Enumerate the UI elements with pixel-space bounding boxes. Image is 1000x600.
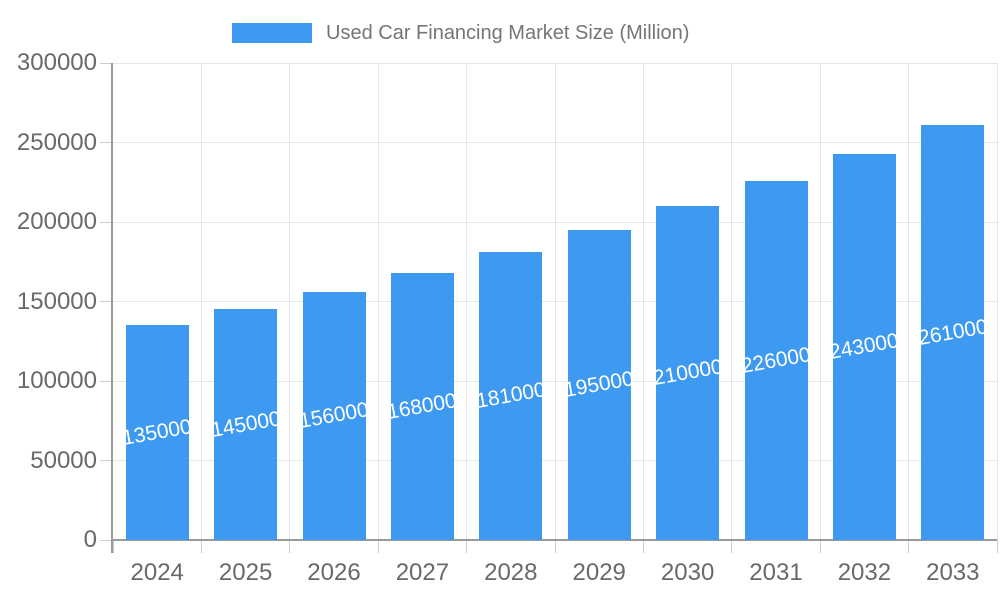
v-gridline [466,63,468,540]
x-tick-label: 2025 [218,559,273,586]
v-gridline [731,63,733,540]
y-tick-label: 200000 [16,208,97,235]
bar-2033[interactable]: 261000 [916,125,989,540]
bar-2026[interactable]: 156000 [297,292,370,540]
y-axis-tick [100,380,113,382]
x-axis-tick [731,540,733,553]
v-gridline [554,63,556,540]
x-tick-label: 2028 [484,559,538,586]
x-tick-label: 2031 [749,559,803,586]
bar-2024[interactable]: 135000 [121,325,194,540]
y-axis-line [111,63,113,553]
y-axis-tick [100,539,113,541]
bar-2028[interactable]: 181000 [474,252,547,540]
bar-value-label: 168000 [385,388,459,424]
y-axis-tick [100,62,113,64]
x-axis-tick [112,540,114,553]
bar-value-label: 181000 [474,378,548,413]
x-axis-tick [289,540,291,553]
bar-value-label: 195000 [562,367,636,402]
v-gridline [642,63,644,540]
x-axis-tick [642,540,644,553]
v-gridline [200,63,202,540]
y-tick-label: 250000 [16,128,97,156]
y-axis-tick [100,221,113,223]
y-axis-tick [100,142,113,143]
bar-value-label: 243000 [827,329,901,364]
chart-legend: Used Car Financing Market Size (Million) [232,23,689,43]
v-gridline [289,63,291,540]
y-tick-label: 0 [83,526,97,553]
bar-2027[interactable]: 168000 [386,273,459,540]
bar-value-label: 156000 [297,398,371,433]
y-axis-tick [100,301,113,302]
bar-2029[interactable]: 195000 [563,230,636,540]
y-tick-label: 100000 [16,367,97,394]
x-tick-label: 2024 [130,559,184,586]
bar-2030[interactable]: 210000 [651,206,724,540]
x-axis-tick [466,540,468,553]
bar-2025[interactable]: 145000 [209,309,282,540]
x-tick-label: 2030 [660,559,715,586]
y-axis-tick [100,460,113,461]
x-axis-tick [908,540,910,553]
x-tick-label: 2033 [926,559,980,586]
x-axis-line [113,539,997,541]
v-gridline [377,63,379,540]
bar-value-label: 135000 [120,414,194,450]
x-axis-tick [554,540,556,553]
v-gridline [996,63,998,540]
bar-value-label: 210000 [651,355,725,390]
bar-value-label: 261000 [916,314,990,350]
bar-value-label: 226000 [739,342,813,378]
x-tick-label: 2032 [837,559,892,586]
x-axis-tick [996,540,998,553]
y-tick-label: 300000 [16,49,97,76]
x-axis-tick [819,540,821,553]
y-tick-label: 50000 [30,446,97,474]
bar-2031[interactable]: 226000 [739,181,812,540]
x-tick-label: 2029 [572,559,626,586]
v-gridline [908,63,910,540]
bar-value-label: 145000 [209,406,283,442]
bar-2032[interactable]: 243000 [828,154,901,540]
legend-label: Used Car Financing Market Size (Million) [326,22,690,44]
x-axis-tick [200,540,202,553]
y-tick-label: 150000 [16,287,97,315]
x-tick-label: 2027 [395,559,450,586]
x-axis-tick [377,540,379,553]
legend-swatch [232,23,312,43]
v-gridline [819,63,821,540]
x-tick-label: 2026 [307,559,361,586]
